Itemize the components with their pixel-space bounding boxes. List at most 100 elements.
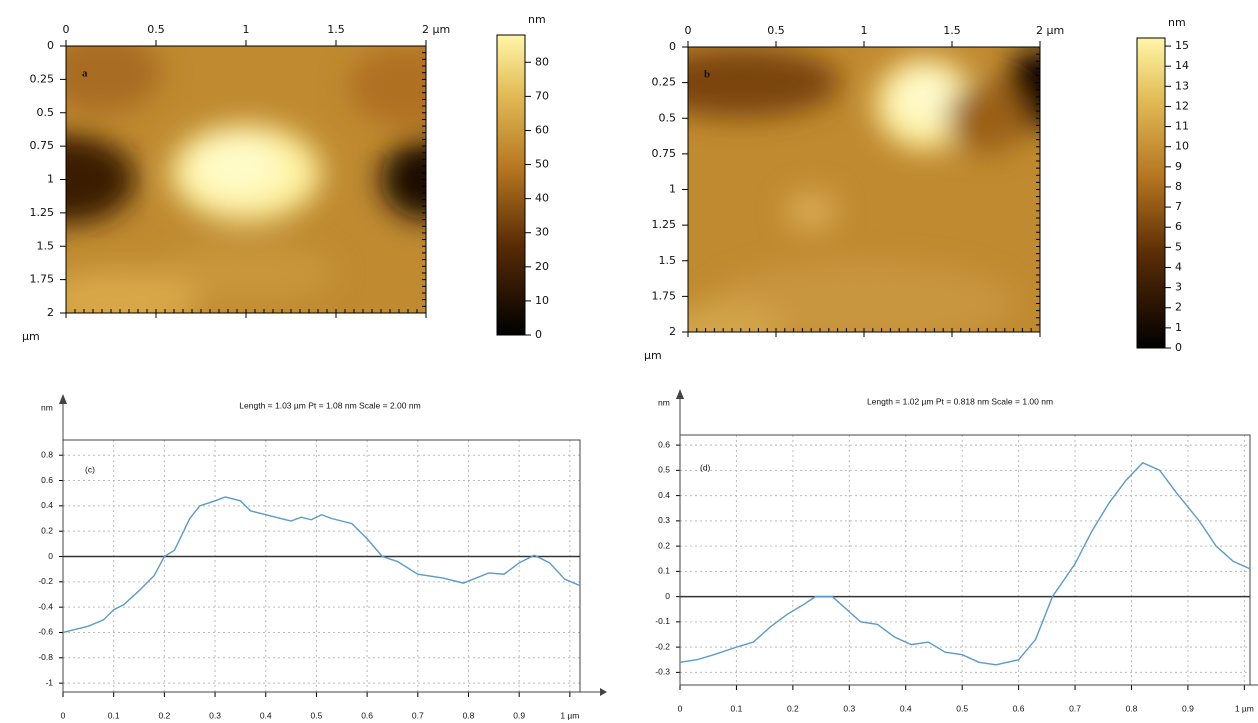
y-tick-label: 0.6: [41, 475, 53, 485]
x-tick-label: 0: [678, 703, 683, 713]
profile-line: [679, 461, 1251, 666]
y-tick-label: -0.1: [655, 616, 670, 626]
x-tick-label: 0.1: [731, 703, 743, 713]
x-tick-label: 0.3: [209, 710, 221, 720]
x-tick-label: 0.2: [787, 703, 799, 713]
colorbar-tick-label: 7: [1175, 200, 1182, 213]
afm-panel: 0 0.5 1 1.5 2 µm 0 0.25 0.5 0.75 1 1.25 1.5 1.75 2 µm a…: [22, 13, 549, 343]
y-tick-label: 2: [47, 306, 54, 319]
y-tick-label: 0.2: [658, 540, 670, 550]
chart-title: Length = 1.03 µm Pt = 1.08 nm Scale = 2.…: [239, 400, 420, 410]
y-tick-label: 0.75: [652, 147, 677, 160]
y-tick-label: 0.6: [658, 439, 670, 449]
arrow-head: [59, 394, 67, 404]
y-axis-unit: nm: [41, 402, 53, 412]
y-tick-label: -0.2: [655, 641, 670, 651]
plot-frame: [62, 439, 581, 693]
surface-feature: [348, 46, 426, 127]
y-tick-label: 0.4: [41, 500, 53, 510]
colorbar-tick-label: 0: [535, 328, 542, 341]
x-tick-label: 1.5: [327, 23, 345, 36]
y-tick-label: 0.1: [658, 566, 670, 576]
surface-feature: [66, 269, 200, 313]
x-tick-label: 0.2: [158, 710, 170, 720]
y-axis-unit: µm: [22, 330, 40, 343]
x-tick-label: 0.5: [147, 23, 165, 36]
x-tick-label: 0.7: [412, 710, 424, 720]
colorbar-tick-label: 14: [1175, 59, 1189, 72]
y-tick-label: 0.5: [37, 106, 55, 119]
y-axis-unit: µm: [644, 349, 662, 362]
y-tick-label: 2: [669, 325, 676, 338]
colorbar-tick-label: 70: [535, 89, 549, 102]
profile-line: [62, 496, 581, 634]
colorbar-tick-label: 10: [1175, 140, 1189, 153]
height-map-features: [66, 46, 426, 313]
arrow-head: [676, 389, 684, 399]
x-tick-label: 1: [861, 24, 868, 37]
colorbar-tick-label: 5: [1175, 240, 1182, 253]
x-tick-label: 0.8: [1126, 703, 1138, 713]
y-tick-label: 0.5: [659, 111, 677, 124]
colorbar-tick-label: 15: [1175, 39, 1189, 52]
y-tick-label: 0.2: [41, 525, 53, 535]
colorbar-tick-label: 4: [1175, 260, 1182, 273]
surface-feature: [66, 46, 162, 113]
surface-feature: [381, 139, 426, 220]
colorbar-tick-label: 30: [535, 226, 549, 239]
x-tick-label: 0.6: [1013, 703, 1025, 713]
panel-label: a: [82, 68, 88, 80]
y-tick-label: 0: [48, 551, 53, 561]
colorbar-tick-label: 1: [1175, 321, 1182, 334]
surface-feature: [192, 136, 282, 197]
afm-panel: 0 0.5 1 1.5 2 µm 0 0.25 0.5 0.75 1 1.25 1.5 1.75 2 µm b…: [644, 16, 1189, 362]
y-tick-label: -0.3: [655, 667, 670, 677]
colorbar-tick-label: 20: [535, 260, 549, 273]
y-tick-label: 0.8: [41, 449, 53, 459]
y-tick-label: 1.75: [652, 289, 677, 302]
x-tick-label: 1: [243, 23, 250, 36]
y-tick-label: -0.4: [38, 601, 53, 611]
profile-panel: 0 0.1 0.2 0.3 0.4 0.5 0.6 0.7 0.8 0.9 1 µm -0.3 -0.2…: [655, 389, 1258, 713]
y-tick-label: -1: [45, 677, 53, 687]
x-tick-label: 2 µm: [422, 23, 450, 36]
x-tick-label: 2 µm: [1036, 24, 1064, 37]
x-tick-label: 0.5: [956, 703, 968, 713]
y-tick-label: 1.75: [30, 273, 55, 286]
y-tick-label: 1: [669, 183, 676, 196]
x-tick-label: 1.5: [943, 24, 961, 37]
surface-feature: [714, 263, 1014, 332]
colorbar-tick-label: 0: [1175, 341, 1182, 354]
y-tick-label: 1.25: [652, 218, 677, 231]
x-tick-label: 0: [61, 710, 66, 720]
chart-title: Length = 1.02 µm Pt = 0.818 nm Scale = 1…: [867, 396, 1053, 406]
x-tick-label: 0.3: [843, 703, 855, 713]
colorbar-tick-label: 6: [1175, 220, 1182, 233]
panel-label: (d): [700, 462, 711, 472]
surface-feature: [688, 47, 841, 118]
height-map-features: [688, 47, 1040, 332]
x-tick-label: 0.5: [311, 710, 323, 720]
x-tick-label: 0.1: [108, 710, 120, 720]
y-tick-label: 1.5: [659, 254, 677, 267]
colorbar-unit: nm: [528, 13, 546, 26]
x-tick-label: 0.7: [1069, 703, 1081, 713]
panel-label: b: [704, 69, 710, 81]
y-tick-label: 1: [47, 173, 54, 186]
x-tick-label: 0.8: [463, 710, 475, 720]
y-tick-label: -0.8: [38, 652, 53, 662]
y-tick-label: 1.25: [30, 206, 55, 219]
y-tick-label: 0.25: [30, 72, 55, 85]
profile-panel: 0 0.1 0.2 0.3 0.4 0.5 0.6 0.7 0.8 0.9 1 µm -1 -0.8 -0…: [38, 394, 607, 720]
y-tick-label: 0: [47, 39, 54, 52]
y-tick-label: -0.6: [38, 627, 53, 637]
y-tick-label: 0.4: [658, 490, 670, 500]
colorbar-tick-label: 12: [1175, 99, 1189, 112]
colorbar-tick-label: 10: [535, 294, 549, 307]
x-tick-label: 0: [63, 23, 70, 36]
x-tick-label: 0: [685, 24, 692, 37]
colorbar-tick-label: 50: [535, 158, 549, 171]
y-tick-label: 0.5: [658, 465, 670, 475]
x-tick-label: 0.9: [1182, 703, 1194, 713]
